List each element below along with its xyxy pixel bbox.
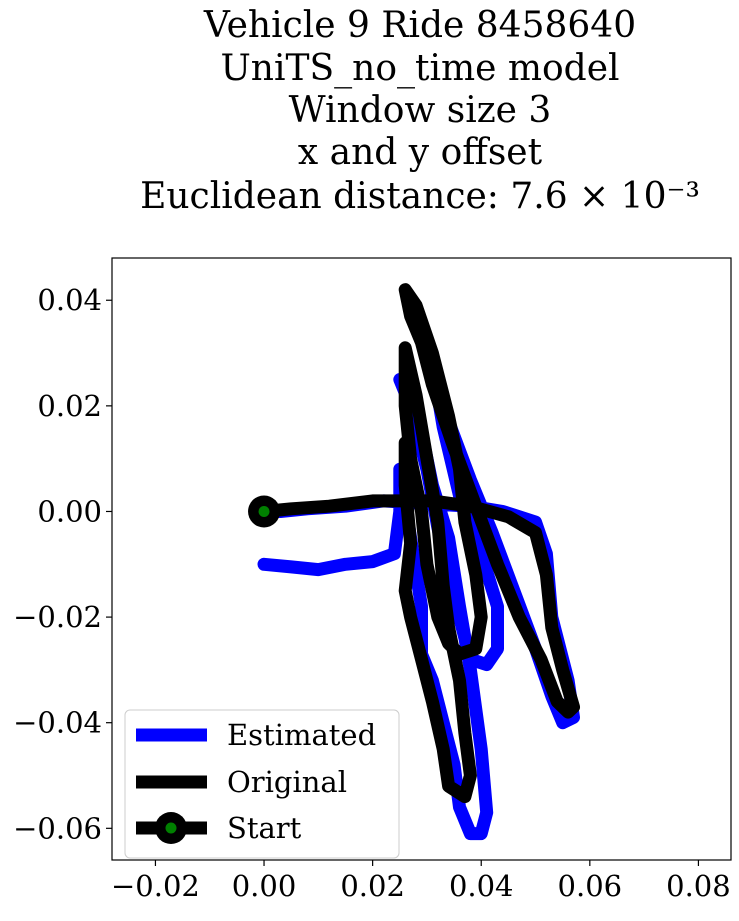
x-tick-label: 0.02: [340, 869, 405, 903]
title-line-2: UniTS_no_time model: [220, 48, 619, 89]
start-marker-dot: [258, 505, 270, 517]
y-tick-label: −0.06: [13, 811, 102, 845]
title-line-3: Window size 3: [289, 90, 552, 131]
y-tick-label: 0.00: [37, 494, 102, 528]
y-axis: 0.04 0.02 0.00 −0.02 −0.04 −0.06: [13, 283, 112, 845]
legend-start-marker-dot: [165, 822, 177, 834]
legend-label-original: Original: [227, 765, 347, 799]
x-tick-label: 0.04: [449, 869, 514, 903]
title-line-4: x and y offset: [298, 132, 543, 173]
x-tick-label: −0.02: [111, 869, 200, 903]
x-tick-label: 0.00: [232, 869, 297, 903]
legend-label-estimated: Estimated: [227, 718, 376, 752]
x-tick-label: 0.08: [666, 869, 731, 903]
title-line-5: Euclidean distance: 7.6 × 10⁻³: [140, 176, 700, 217]
title-line-1: Vehicle 9 Ride 8458640: [203, 5, 636, 46]
legend-label-start: Start: [227, 811, 302, 845]
x-tick-label: 0.06: [558, 869, 623, 903]
series-line-original: [257, 283, 580, 804]
x-axis: −0.02 0.00 0.02 0.04 0.06 0.08: [111, 860, 731, 903]
y-tick-label: −0.02: [13, 600, 102, 634]
y-tick-label: 0.02: [37, 389, 102, 423]
y-tick-label: 0.04: [37, 283, 102, 317]
series-group: [248, 283, 580, 841]
legend: Estimated Original Start: [124, 709, 400, 859]
y-tick-label: −0.04: [13, 706, 102, 740]
legend-box: [124, 709, 400, 859]
axes-frame: [111, 257, 732, 861]
chart-title: Vehicle 9 Ride 8458640 UniTS_no_time mod…: [140, 5, 700, 217]
